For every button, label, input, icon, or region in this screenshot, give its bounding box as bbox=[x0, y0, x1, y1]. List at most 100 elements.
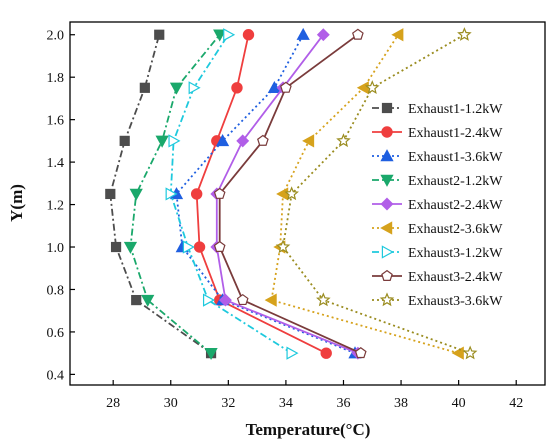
data-point bbox=[231, 82, 243, 94]
data-point bbox=[223, 28, 236, 42]
data-point bbox=[257, 134, 269, 146]
legend-label: Exhaust3-3.6kW bbox=[408, 294, 503, 309]
legend-label: Exhaust3-1.2kW bbox=[408, 246, 503, 261]
data-point bbox=[462, 345, 478, 360]
y-tick-label: 1.6 bbox=[47, 114, 65, 129]
legend-item: Exhaust2-1.2kW bbox=[372, 174, 503, 189]
data-point bbox=[155, 135, 169, 148]
data-point bbox=[451, 346, 464, 360]
data-point bbox=[296, 27, 310, 40]
x-axis-title: Temperature(°C) bbox=[246, 420, 371, 439]
legend-marker bbox=[381, 102, 393, 114]
legend-label: Exhaust3-2.4kW bbox=[408, 270, 503, 285]
plot-border bbox=[69, 21, 546, 386]
y-tick-label: 1.2 bbox=[47, 199, 65, 214]
data-point bbox=[236, 134, 250, 148]
data-point bbox=[190, 188, 203, 200]
data-point bbox=[275, 239, 291, 254]
series-layer bbox=[105, 27, 478, 361]
x-tick-label: 32 bbox=[221, 396, 235, 411]
y-tick-label: 1.4 bbox=[47, 156, 65, 171]
legend-item: Exhaust2-2.4kW bbox=[372, 197, 503, 213]
data-point bbox=[457, 27, 472, 41]
data-point bbox=[105, 188, 116, 200]
data-point bbox=[264, 293, 277, 307]
x-tick-label: 28 bbox=[106, 396, 120, 411]
x-tick-label: 34 bbox=[279, 396, 293, 411]
data-point bbox=[154, 29, 165, 40]
data-point bbox=[320, 347, 332, 359]
data-point bbox=[242, 29, 255, 41]
data-point bbox=[316, 292, 331, 307]
data-point bbox=[236, 293, 249, 306]
data-point bbox=[276, 187, 289, 201]
data-point bbox=[123, 241, 138, 254]
legend-marker bbox=[381, 126, 393, 138]
series-exhaust3-3-6kw bbox=[275, 27, 478, 360]
data-point bbox=[204, 347, 218, 361]
legend-item: Exhaust2-3.6kW bbox=[372, 221, 503, 237]
data-point bbox=[213, 187, 226, 199]
plot-area bbox=[69, 21, 546, 386]
data-point bbox=[286, 346, 299, 360]
legend-label: Exhaust2-2.4kW bbox=[408, 198, 503, 213]
legend-item: Exhaust1-2.4kW bbox=[372, 126, 503, 141]
legend-marker bbox=[381, 245, 394, 259]
legend-item: Exhaust3-3.6kW bbox=[372, 292, 503, 309]
data-point bbox=[213, 29, 227, 42]
data-point bbox=[188, 81, 201, 95]
legend-item: Exhaust3-2.4kW bbox=[372, 269, 503, 285]
legend-marker bbox=[380, 149, 394, 162]
data-point bbox=[213, 240, 226, 252]
legend-marker bbox=[379, 292, 395, 307]
x-tick-label: 36 bbox=[336, 396, 350, 411]
y-tick-label: 1.0 bbox=[47, 241, 65, 256]
y-axis-title: Y(m) bbox=[7, 184, 26, 222]
data-point bbox=[119, 135, 130, 146]
y-tick-label: 1.8 bbox=[47, 71, 65, 86]
data-point bbox=[391, 28, 404, 42]
data-point bbox=[168, 134, 181, 148]
data-point bbox=[302, 134, 315, 148]
x-tick-label: 30 bbox=[164, 396, 178, 411]
data-point bbox=[139, 82, 150, 93]
data-point bbox=[202, 293, 216, 307]
data-point bbox=[354, 347, 367, 359]
y-tick-label: 0.4 bbox=[47, 368, 65, 383]
x-tick-label: 42 bbox=[509, 396, 523, 411]
y-tick-label: 2.0 bbox=[47, 29, 65, 44]
legend-item: Exhaust1-1.2kW bbox=[372, 102, 503, 117]
data-point bbox=[364, 80, 380, 95]
legend-marker bbox=[380, 221, 393, 235]
data-point bbox=[169, 82, 184, 95]
series-exhaust2-1-2kw bbox=[123, 29, 227, 361]
data-point bbox=[129, 188, 143, 201]
data-point bbox=[352, 28, 364, 40]
legend: Exhaust1-1.2kW Exhaust1-2.4kW Exhaust1-3.6… bbox=[372, 102, 503, 309]
data-point bbox=[141, 294, 155, 307]
data-point bbox=[284, 186, 299, 201]
x-tick-label: 40 bbox=[452, 396, 466, 411]
data-point bbox=[110, 241, 122, 253]
data-point bbox=[215, 134, 230, 147]
x-tick-label: 38 bbox=[394, 396, 408, 411]
y-axis: 0.4 0.6 0.8 1.0 1.2 1.4 1.6 1.8 2.0 bbox=[47, 29, 75, 383]
legend-marker bbox=[381, 269, 393, 281]
legend-label: Exhaust2-1.2kW bbox=[408, 174, 503, 189]
legend-label: Exhaust1-2.4kW bbox=[408, 126, 503, 141]
series-exhaust3-1-2kw bbox=[165, 28, 299, 360]
legend-marker bbox=[380, 197, 394, 211]
data-point bbox=[219, 293, 232, 307]
data-point bbox=[165, 187, 178, 201]
data-point bbox=[316, 28, 330, 42]
y-tick-label: 0.6 bbox=[47, 326, 65, 341]
data-point bbox=[131, 294, 142, 306]
data-point bbox=[280, 81, 292, 93]
y-tick-label: 0.8 bbox=[47, 283, 65, 298]
series-exhaust3-2-4kw bbox=[213, 28, 367, 359]
legend-item: Exhaust1-3.6kW bbox=[372, 149, 503, 165]
legend-label: Exhaust2-3.6kW bbox=[408, 222, 503, 237]
data-point bbox=[182, 240, 195, 254]
legend-item: Exhaust3-1.2kW bbox=[372, 245, 503, 261]
